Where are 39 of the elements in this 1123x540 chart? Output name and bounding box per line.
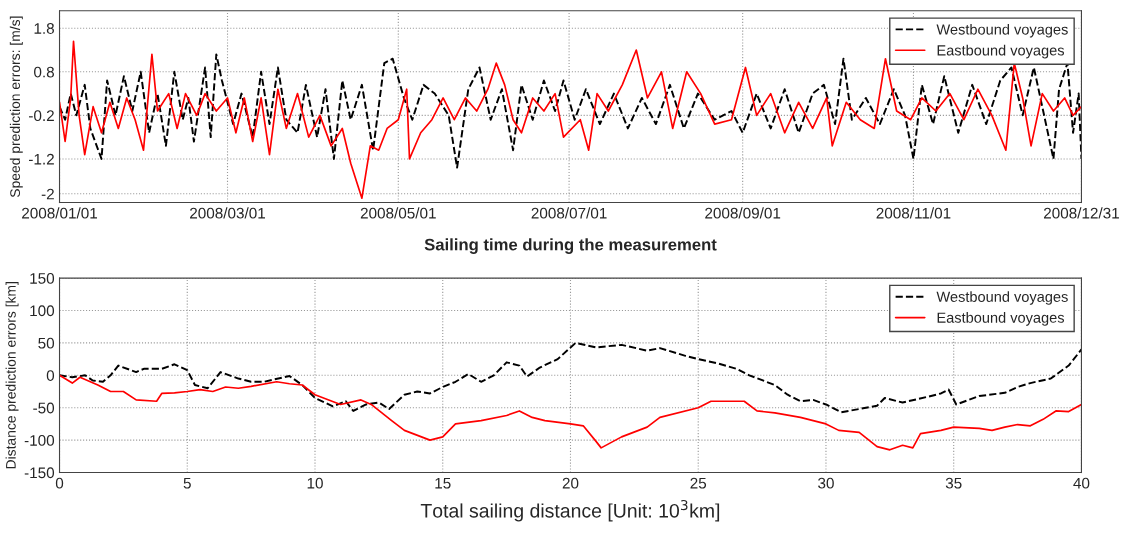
x-tick-label: 2008/01/01 (22, 207, 98, 219)
x-tick-label: 15 (435, 477, 451, 489)
x-axis-title: Sailing time during the measurement (424, 238, 717, 254)
legend-label: Westbound voyages (936, 291, 1068, 305)
line-series (59, 40, 1082, 199)
legend-label: Eastbound voyages (937, 312, 1065, 326)
y-tick-label: -100 (24, 434, 55, 446)
y-tick-label: 0 (46, 370, 55, 381)
y-axis-title: Speed prediction errors: [m/s] (9, 16, 23, 198)
x-tick-label: 2008/12/31 (1043, 207, 1119, 219)
y-tick-label: 150 (30, 272, 55, 284)
y-tick-label: 100 (30, 305, 55, 317)
y-tick-label: -1.2 (29, 153, 54, 165)
x-tick-label: 30 (818, 477, 834, 489)
y-tick-label: -0.2 (29, 110, 54, 122)
y-axis-title: Distance prediction errors [km] (5, 282, 19, 469)
x-axis-title: Total sailing distance [Unit: 10$^{3}$km] (420, 499, 720, 522)
y-tick-label: 0.8 (34, 66, 54, 78)
legend-label: Westbound voyages (936, 23, 1068, 38)
y-tick-label: -150 (24, 467, 55, 479)
x-tick-label: 2008/07/01 (531, 207, 607, 219)
y-tick-label: 50 (38, 337, 55, 349)
line-series (59, 374, 1082, 451)
x-tick-label: 2008/05/01 (360, 207, 436, 219)
y-tick-label: -2 (41, 188, 54, 200)
x-tick-label: 35 (945, 477, 962, 489)
x-tick-label: 20 (562, 477, 579, 489)
legend-label: Eastbound voyages (937, 44, 1065, 59)
x-tick-label: 10 (307, 477, 323, 489)
x-tick-label: 40 (1073, 477, 1090, 489)
x-tick-label: 2008/09/01 (705, 207, 781, 219)
y-tick-label: 1.8 (34, 23, 54, 34)
line-series (59, 341, 1082, 414)
x-tick-label: 5 (183, 477, 191, 489)
x-tick-label: 2008/03/01 (190, 207, 265, 219)
x-tick-label: 2008/11/01 (876, 207, 951, 219)
x-tick-label: 0 (55, 477, 64, 489)
x-tick-label: 25 (690, 477, 707, 489)
y-tick-label: -50 (33, 402, 55, 414)
